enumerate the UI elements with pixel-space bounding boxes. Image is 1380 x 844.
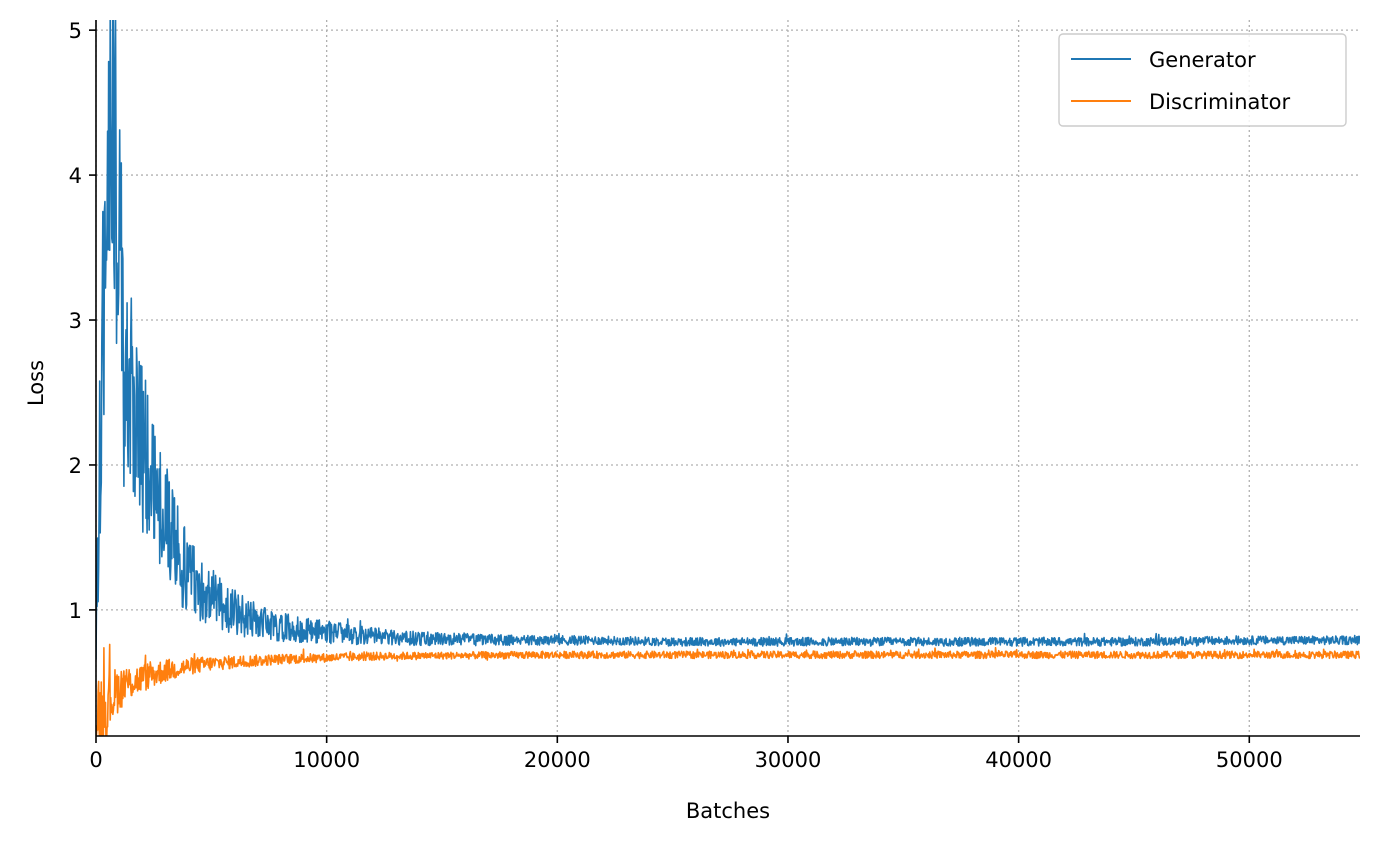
axes-spines: [95, 20, 1360, 737]
series-line-discriminator: [96, 643, 1360, 736]
y-axis-title: Loss: [24, 360, 48, 406]
x-tick-label-5: 50000: [1216, 748, 1283, 772]
x-tick-label-1: 10000: [293, 748, 360, 772]
legend-label-discriminator: Discriminator: [1149, 90, 1291, 114]
x-tick-label-2: 20000: [524, 748, 591, 772]
legend-label-generator: Generator: [1149, 48, 1256, 72]
x-axis-ticks: 0 10000 20000 30000 40000 50000: [89, 736, 1283, 772]
y-tick-label-1: 2: [69, 454, 82, 478]
x-tick-label-3: 30000: [755, 748, 822, 772]
series-layer: [96, 20, 1360, 736]
legend: Generator Discriminator: [1058, 33, 1347, 127]
y-tick-label-3: 4: [69, 164, 82, 188]
x-axis-title: Batches: [686, 799, 770, 823]
grid: [95, 20, 1360, 736]
series-line-generator: [96, 20, 1360, 660]
y-tick-label-2: 3: [69, 309, 82, 333]
x-tick-label-4: 40000: [985, 748, 1052, 772]
y-axis-ticks: 1 2 3 4 5: [69, 19, 96, 623]
legend-frame: [1058, 33, 1347, 127]
x-tick-label-0: 0: [89, 748, 102, 772]
y-tick-label-0: 1: [69, 599, 82, 623]
y-tick-label-4: 5: [69, 19, 82, 43]
